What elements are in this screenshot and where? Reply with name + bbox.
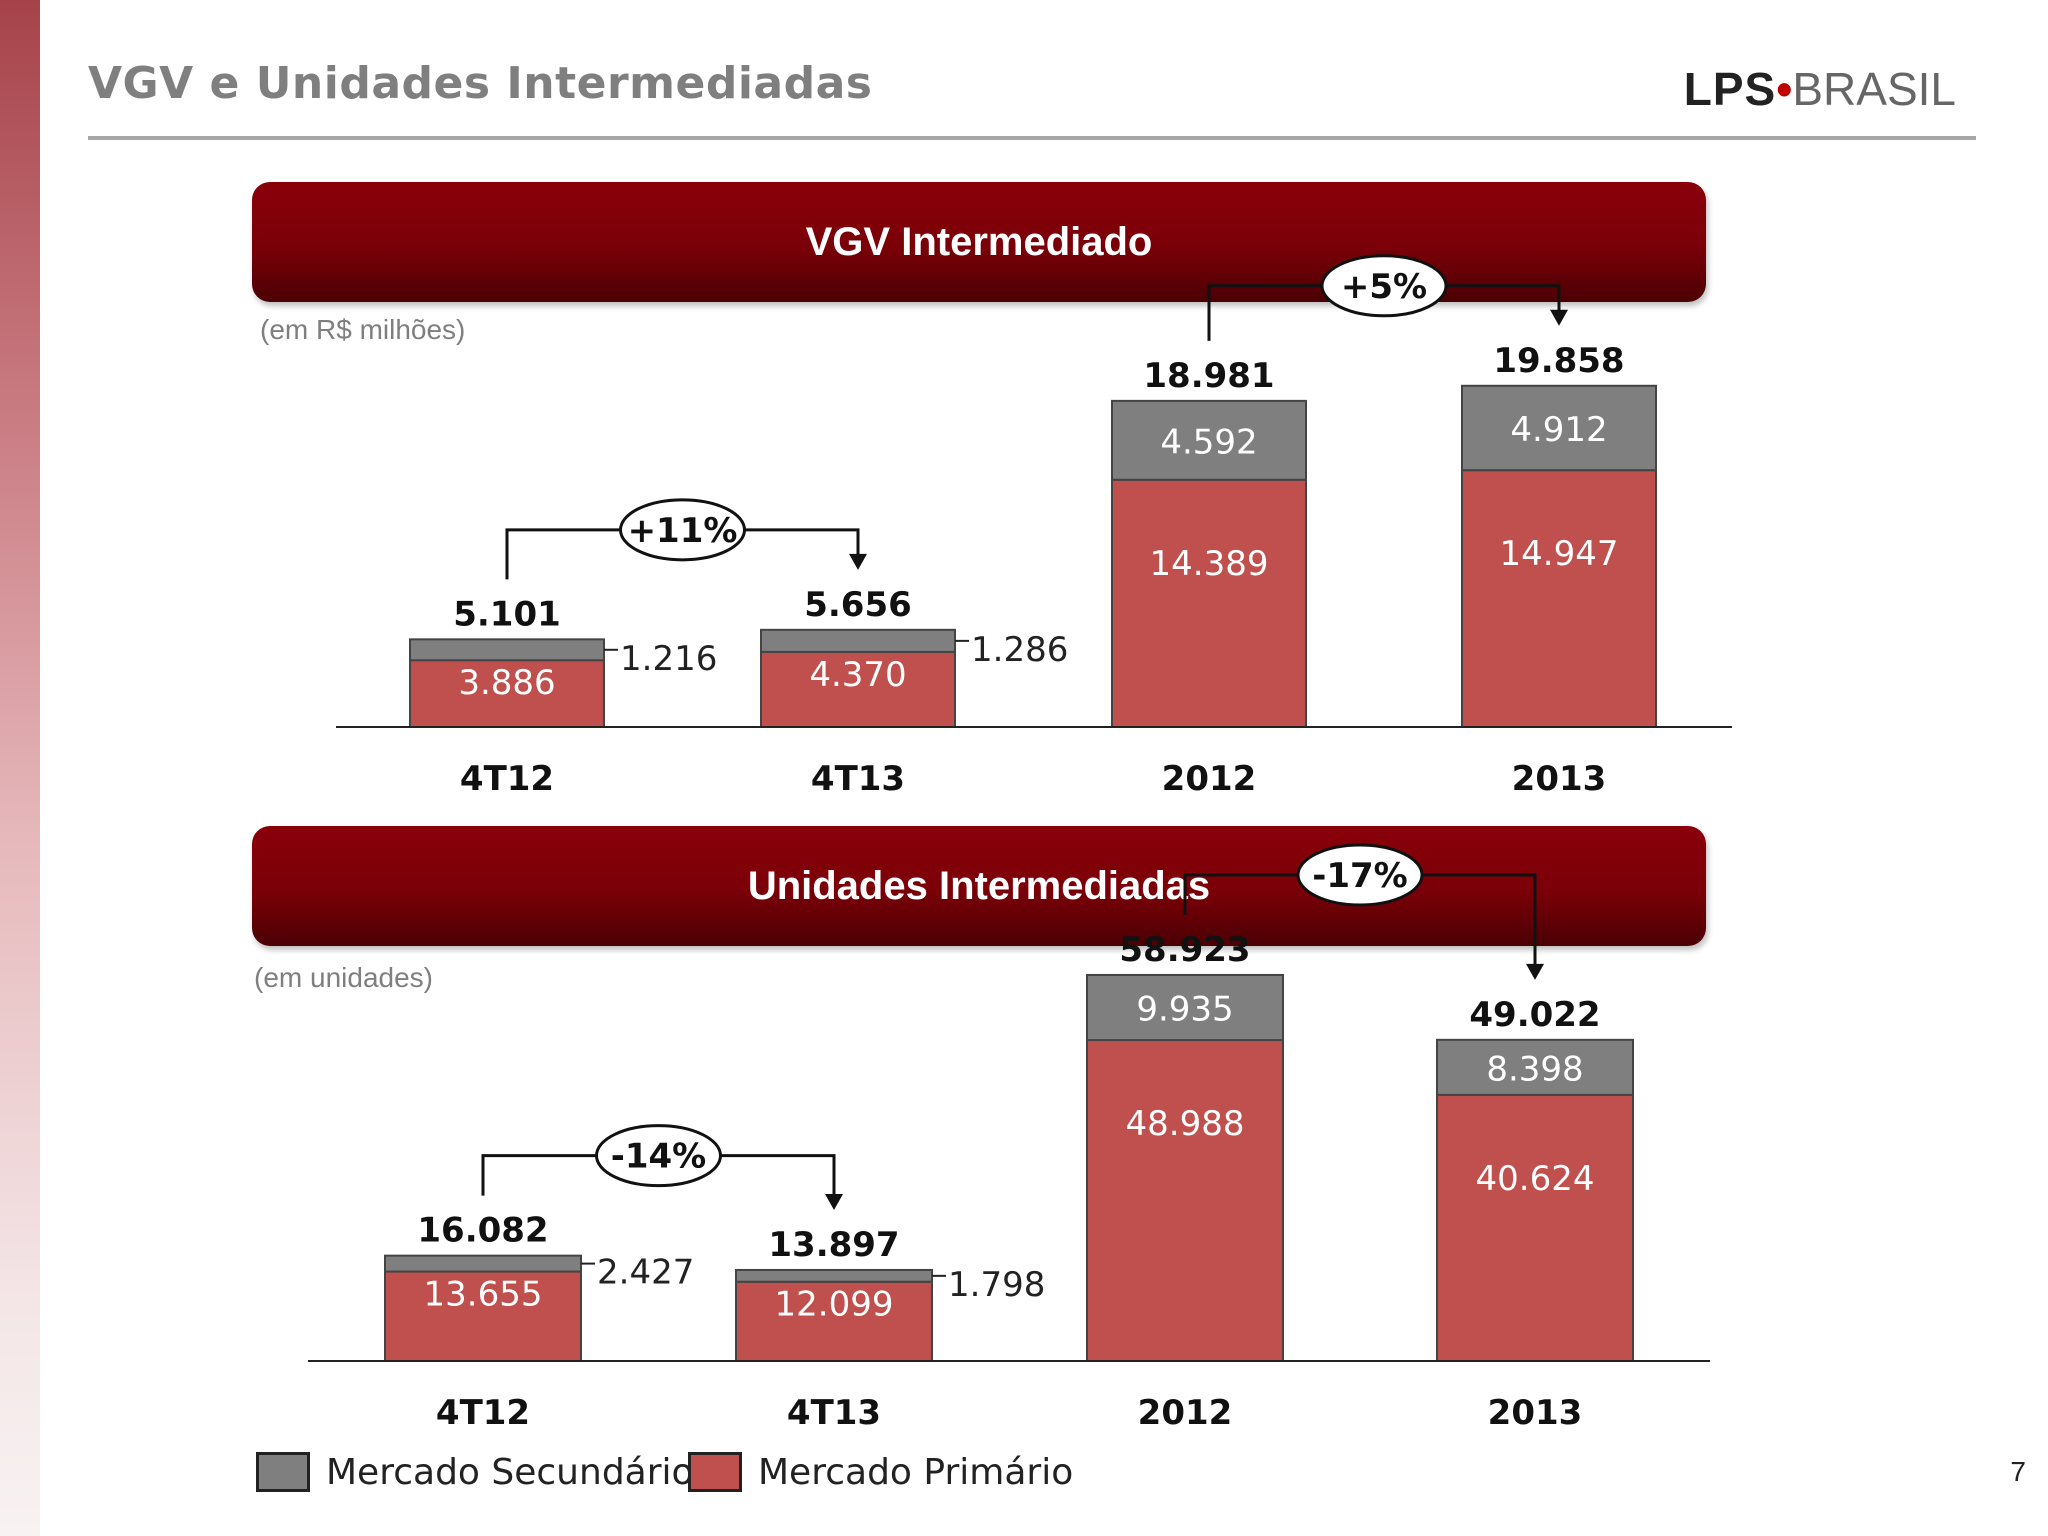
- comparison-label-0: -14%: [611, 1137, 707, 1177]
- comparison-badge-0: [619, 498, 746, 562]
- label-primary-2013: 14.947: [1500, 534, 1619, 574]
- bar-primary-2012: [1111, 478, 1307, 728]
- category-label-4T13: 4T13: [787, 1393, 881, 1433]
- label-total-2012: 58.923: [1119, 930, 1250, 970]
- label-total-4T13: 13.897: [768, 1225, 899, 1265]
- label-primary-4T13: 12.099: [775, 1285, 894, 1325]
- label-secondary-2012: 4.592: [1160, 422, 1257, 462]
- comparison-badge-1: [1320, 254, 1448, 318]
- label-total-4T12: 16.082: [417, 1211, 548, 1251]
- page-title: VGV e Unidades Intermediadas: [88, 58, 873, 109]
- page-number: 7: [2010, 1456, 2026, 1487]
- bar-primary-4T12: [384, 1270, 582, 1362]
- label-secondary-2013: 8.398: [1486, 1049, 1583, 1089]
- comparison-label-0: +11%: [628, 511, 738, 551]
- label-secondary-2013: 4.912: [1510, 410, 1607, 450]
- legend-swatch-primary: [688, 1452, 742, 1492]
- units-chart-banner: Unidades Intermediadas: [252, 826, 1706, 946]
- comparison-badge-1: [1296, 843, 1424, 907]
- category-label-4T13: 4T13: [811, 759, 905, 799]
- bar-primary-2013: [1461, 469, 1657, 728]
- bar-secondary-2013: [1436, 1038, 1634, 1096]
- category-label-2012: 2012: [1138, 1393, 1233, 1433]
- label-primary-2013: 40.624: [1476, 1159, 1595, 1199]
- legend-label-secondary: Mercado Secundário: [326, 1452, 694, 1493]
- vgv-unit-note: (em R$ milhões): [260, 314, 466, 345]
- label-primary-2012: 14.389: [1150, 544, 1269, 584]
- label-primary-4T12: 13.655: [424, 1275, 543, 1315]
- comparison-arrowhead-0: [849, 553, 867, 570]
- comparison-label-1: -17%: [1312, 856, 1408, 896]
- bar-secondary-4T12: [384, 1254, 582, 1273]
- label-secondary-4T13: 1.798: [948, 1265, 1045, 1305]
- comparison-label-1: +5%: [1341, 267, 1427, 307]
- bar-primary-2013: [1436, 1093, 1634, 1362]
- bar-primary-4T13: [760, 650, 956, 729]
- bar-primary-2012: [1086, 1039, 1284, 1362]
- title-divider: [88, 136, 1976, 140]
- category-label-4T12: 4T12: [436, 1393, 530, 1433]
- company-logo: LPS•BRASIL: [1684, 62, 1956, 116]
- bar-secondary-4T13: [735, 1268, 933, 1283]
- logo-dot: •: [1776, 63, 1793, 115]
- units-unit-note: (em unidades): [254, 962, 433, 993]
- logo-part-brasil: BRASIL: [1792, 63, 1956, 115]
- label-total-2013: 49.022: [1469, 995, 1600, 1035]
- bar-primary-4T12: [409, 659, 605, 728]
- bar-secondary-2012: [1111, 399, 1307, 481]
- comparison-arrowhead-0: [825, 1193, 843, 1210]
- logo-part-lps: LPS: [1683, 63, 1777, 115]
- legend-label-primary: Mercado Primário: [758, 1452, 1074, 1493]
- category-label-2012: 2012: [1162, 759, 1257, 799]
- label-primary-4T13: 4.370: [809, 655, 906, 695]
- category-label-2013: 2013: [1512, 759, 1607, 799]
- vgv-chart-banner: VGV Intermediado: [252, 182, 1706, 302]
- bar-secondary-2012: [1086, 973, 1284, 1042]
- label-total-2012: 18.981: [1143, 356, 1274, 396]
- label-total-2013: 19.858: [1493, 341, 1624, 381]
- side-gradient-strip: [0, 0, 40, 1536]
- label-secondary-4T12: 1.216: [620, 639, 717, 679]
- label-primary-4T12: 3.886: [458, 663, 555, 703]
- comparison-badge-0: [595, 1124, 722, 1188]
- comparison-arrowhead-1: [1526, 963, 1544, 980]
- units-chart: 13.655 2.427 16.082 4T12 12.099 1.798 13.897 4T…: [308, 843, 1710, 1433]
- label-total-4T13: 5.656: [804, 585, 912, 625]
- category-label-2013: 2013: [1488, 1393, 1583, 1433]
- bar-secondary-2013: [1461, 384, 1657, 472]
- label-secondary-4T13: 1.286: [971, 630, 1068, 670]
- label-secondary-4T12: 2.427: [597, 1253, 694, 1293]
- category-label-4T12: 4T12: [460, 759, 554, 799]
- label-secondary-2012: 9.935: [1136, 990, 1233, 1030]
- label-total-4T12: 5.101: [453, 594, 561, 634]
- legend-swatch-secondary: [256, 1452, 310, 1492]
- vgv-chart: 3.886 1.216 5.101 4T12 4.370 1.286 5.656 4T13 14…: [336, 254, 1732, 799]
- comparison-arrowhead-1: [1550, 309, 1568, 326]
- label-primary-2012: 48.988: [1126, 1104, 1245, 1144]
